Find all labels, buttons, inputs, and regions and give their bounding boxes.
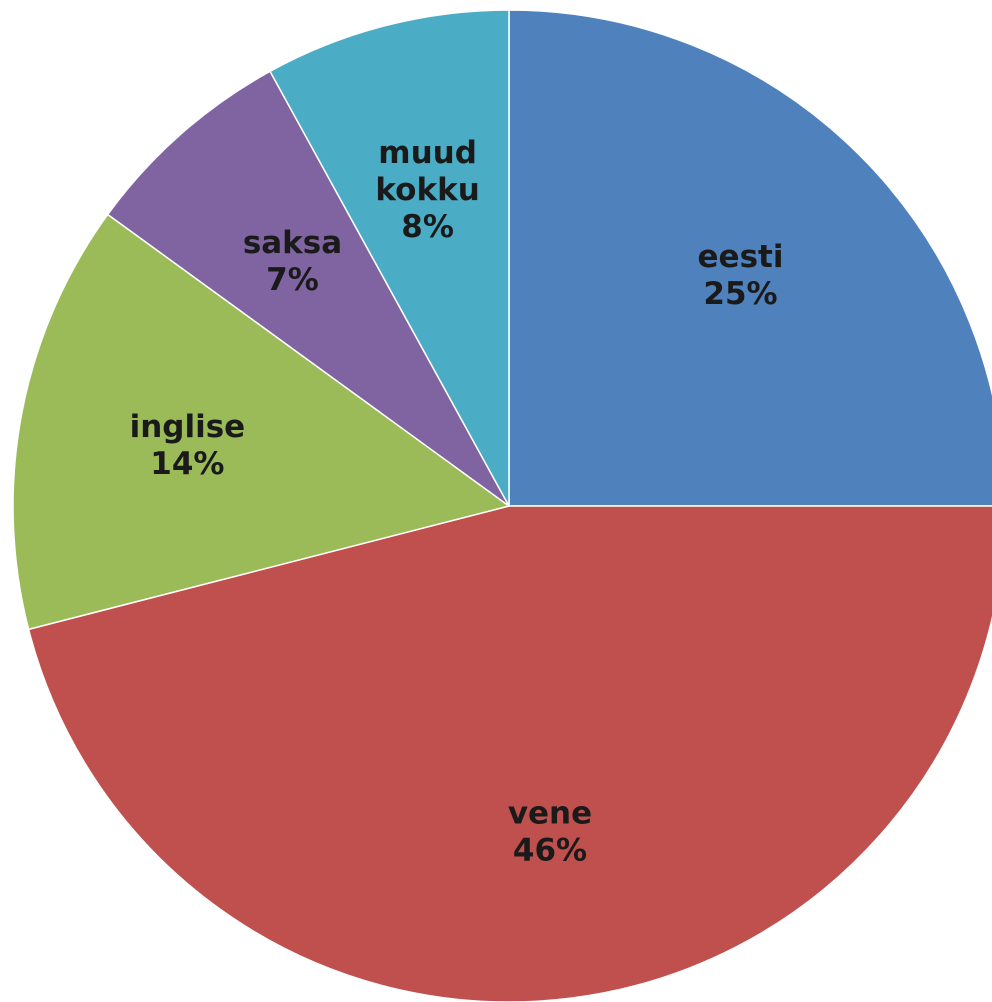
slice-label-muud-kokku: muud kokku 8% xyxy=(375,135,479,245)
pie-slice-inglise xyxy=(12,213,511,631)
slice-name-vene: vene xyxy=(508,795,592,831)
slice-value-muud-kokku: 8% xyxy=(401,209,454,245)
slice-name-saksa: saksa xyxy=(243,225,342,261)
slice-name-inglise: inglise xyxy=(130,409,246,445)
slice-label-inglise: inglise 14% xyxy=(130,409,246,482)
slice-value-saksa: 7% xyxy=(266,262,319,298)
pie-slice-saksa xyxy=(106,70,510,507)
pie-slice-muud-kokku xyxy=(269,9,510,507)
slice-value-inglise: 14% xyxy=(150,446,224,482)
slice-value-vene: 46% xyxy=(513,832,587,868)
slices-group xyxy=(12,9,992,1002)
slice-name-eesti: eesti xyxy=(698,239,784,275)
pie-slice-vene xyxy=(27,505,992,1002)
slice-label-saksa: saksa 7% xyxy=(243,225,342,298)
slice-name-muud-kokku: kokku xyxy=(375,172,479,208)
slice-name-muud-kokku: muud xyxy=(378,135,477,171)
slice-label-vene: vene 46% xyxy=(508,795,592,868)
labels-group: eesti 25% vene 46% inglise 14% saksa 7% muud kokk… xyxy=(130,135,784,868)
pie-slice-eesti xyxy=(508,9,992,507)
slice-value-eesti: 25% xyxy=(703,276,777,312)
slice-label-eesti: eesti 25% xyxy=(698,239,784,312)
